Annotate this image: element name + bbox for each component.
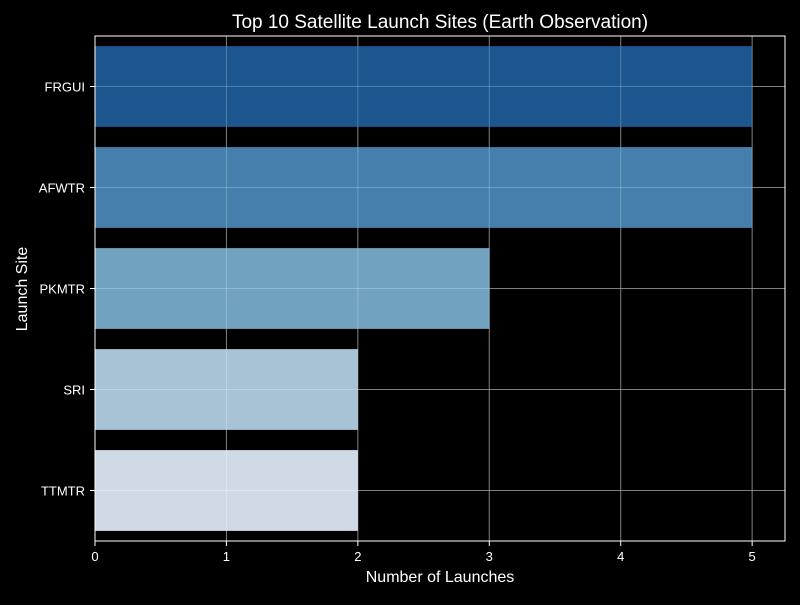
x-tick-label: 0 [91, 549, 98, 564]
y-tick-label: FRGUI [45, 80, 85, 95]
x-tick-label: 5 [749, 549, 756, 564]
axes: 0 1 2 3 4 5 FRGUI AFWTR PKMTR SRI TTMTR [39, 35, 786, 564]
chart-title: Top 10 Satellite Launch Sites (Earth Obs… [232, 12, 648, 33]
x-tick-label: 1 [223, 549, 230, 564]
bar-frgui [95, 46, 753, 127]
bar-ttmtr [95, 450, 358, 531]
y-tick-label: TTMTR [41, 484, 85, 499]
bar-pkmtr [95, 248, 490, 329]
x-axis-label: Number of Launches [366, 569, 515, 586]
x-tick-label: 4 [617, 549, 624, 564]
x-tick-label: 3 [486, 549, 493, 564]
y-tick-label: AFWTR [39, 181, 85, 196]
y-axis-label: Launch Site [14, 247, 31, 332]
bar-sri [95, 349, 358, 430]
y-tick-label: SRI [63, 383, 85, 398]
x-tick-label: 2 [354, 549, 361, 564]
y-tick-label: PKMTR [40, 282, 86, 297]
bar-afwtr [95, 147, 753, 228]
bars [94, 36, 785, 541]
